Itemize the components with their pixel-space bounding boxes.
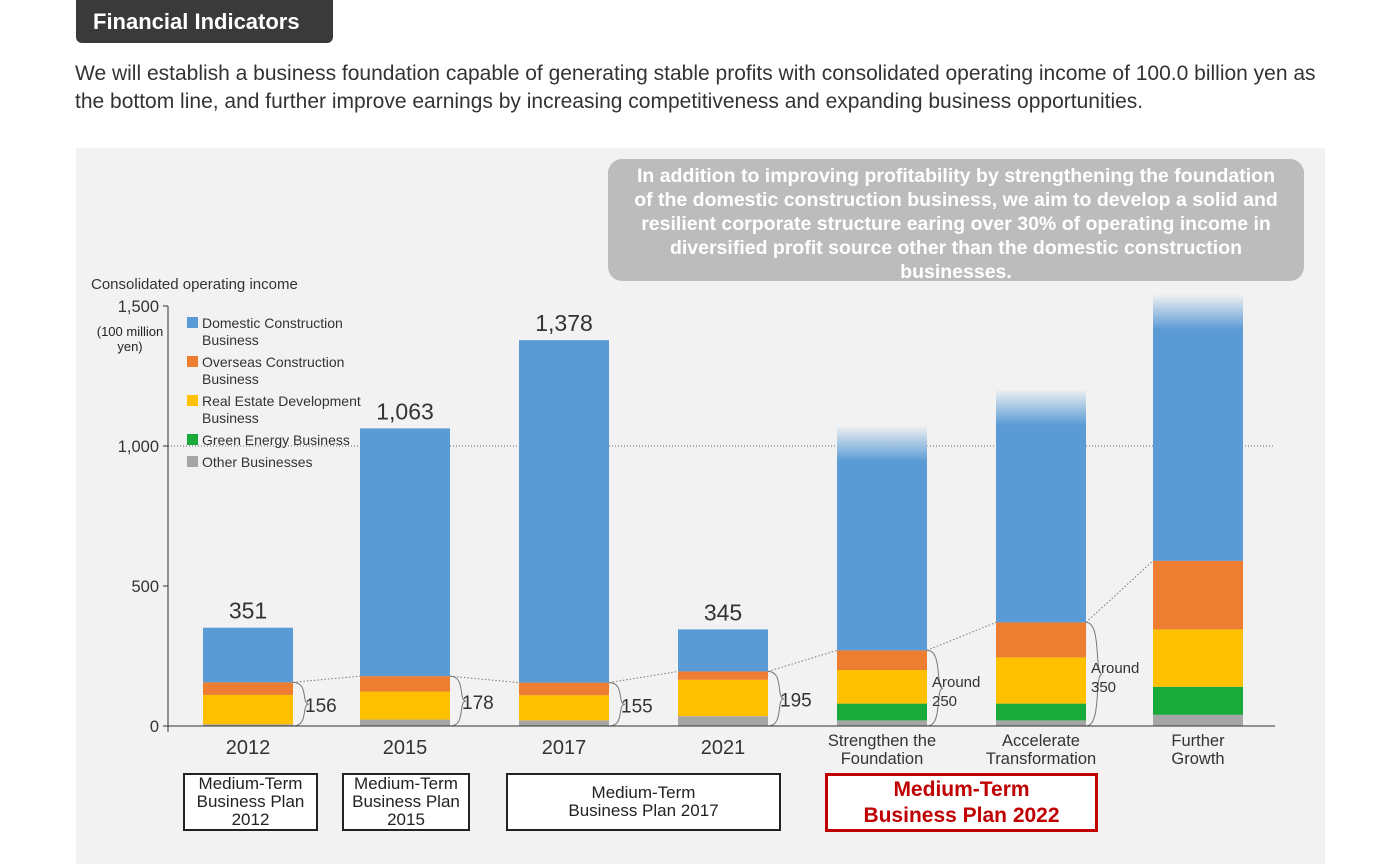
bar-segment [1153,560,1243,630]
category-label: Foundation [841,750,924,768]
non-domestic-label: 155 [621,696,653,717]
legend-swatch [187,434,198,445]
non-domestic-brace [449,675,467,727]
bar-total-label: 1,378 [535,310,593,336]
non-domestic-label: 156 [305,696,337,717]
trend-connector [608,670,679,684]
bar-segment [203,627,293,683]
legend-label: Real Estate Development Business [202,393,361,426]
bar-fade [1152,293,1244,330]
plan-box-2022: Medium-Term Business Plan 2022 [825,773,1098,832]
bar-segment [1153,714,1243,726]
bar-segment [360,719,450,726]
legend-label: Overseas Construction Business [202,354,344,387]
category-label: 2017 [542,737,587,759]
trend-connector [1085,560,1154,623]
y-tick-label: 0 [150,718,159,736]
trend-connector [449,675,520,684]
non-domestic-label: 195 [780,691,812,712]
intro-text: We will establish a business foundation … [75,62,1316,113]
non-domestic-brace [926,649,944,727]
bar-segment [1153,686,1243,715]
bar-segment [519,682,609,696]
bar-segment [837,670,927,704]
bar-fade [836,425,928,462]
category-label: 2015 [383,737,428,759]
category-label: Strengthen the [828,732,936,750]
bar-segment [678,716,768,726]
bar-segment [837,426,927,651]
y-axis-title: Consolidated operating income [91,276,298,293]
legend-swatch [187,456,198,467]
category-label: Further [1171,732,1225,750]
category-label: Transformation [986,750,1096,768]
non-domestic-label: Around 350 [1091,660,1139,696]
trend-connector [767,649,838,672]
y-tick-label: 500 [131,578,159,596]
non-domestic-brace [608,682,626,727]
legend-swatch [187,356,198,367]
bar-segment [1153,629,1243,687]
non-domestic-brace [767,670,785,727]
bar-segment [360,428,450,677]
legend-label: Other Businesses [202,454,313,470]
bar-segment [360,676,450,692]
non-domestic-label: 178 [462,693,494,714]
category-label: 2021 [701,737,746,759]
callout-box: In addition to improving profitability b… [608,159,1304,283]
y-tick-label: 1,500 [118,298,159,316]
trend-connector [926,621,997,651]
bar-segment [996,720,1086,726]
category-label: Growth [1171,750,1224,768]
bar-segment [996,622,1086,658]
bar-fade [995,389,1087,425]
trend-connector [292,675,361,683]
bar-total-label: 1,063 [376,398,434,424]
bar-total-label: 351 [229,598,267,624]
bar-segment [203,694,293,725]
y-tick-label: 1,000 [118,438,159,456]
non-domestic-label: Around 250 [932,674,980,710]
legend-label: Green Energy Business [202,432,350,448]
bar-segment [519,695,609,721]
bar-segment [678,679,768,717]
legend-label: Domestic Construction Business [202,315,343,348]
category-label: 2012 [226,737,271,759]
category-label: Accelerate [1002,732,1080,750]
bar-segment [678,629,768,672]
bar-segment [1153,294,1243,561]
plan-box-2012: Medium-Term Business Plan 2012 [183,773,318,831]
non-domestic-brace [292,681,310,727]
y-axis-unit: (100 million yen) [97,324,163,354]
section-title: Financial Indicators [76,0,333,43]
bar-segment [996,390,1086,623]
bar-segment [519,720,609,726]
plan-box-2017: Medium-Term Business Plan 2017 [506,773,781,831]
bar-segment [996,703,1086,721]
bar-segment [837,703,927,721]
bar-segment [996,657,1086,704]
bar-total-label: 345 [704,599,742,625]
legend-swatch [187,395,198,406]
bar-segment [837,650,927,670]
non-domestic-brace [1085,621,1103,727]
legend-swatch [187,317,198,328]
bar-segment [203,724,293,726]
bar-segment [678,671,768,680]
bar-segment [360,691,450,720]
bar-segment [837,720,927,726]
bar-segment [203,682,293,695]
plan-box-2015: Medium-Term Business Plan 2015 [342,773,470,831]
bar-segment [519,340,609,683]
